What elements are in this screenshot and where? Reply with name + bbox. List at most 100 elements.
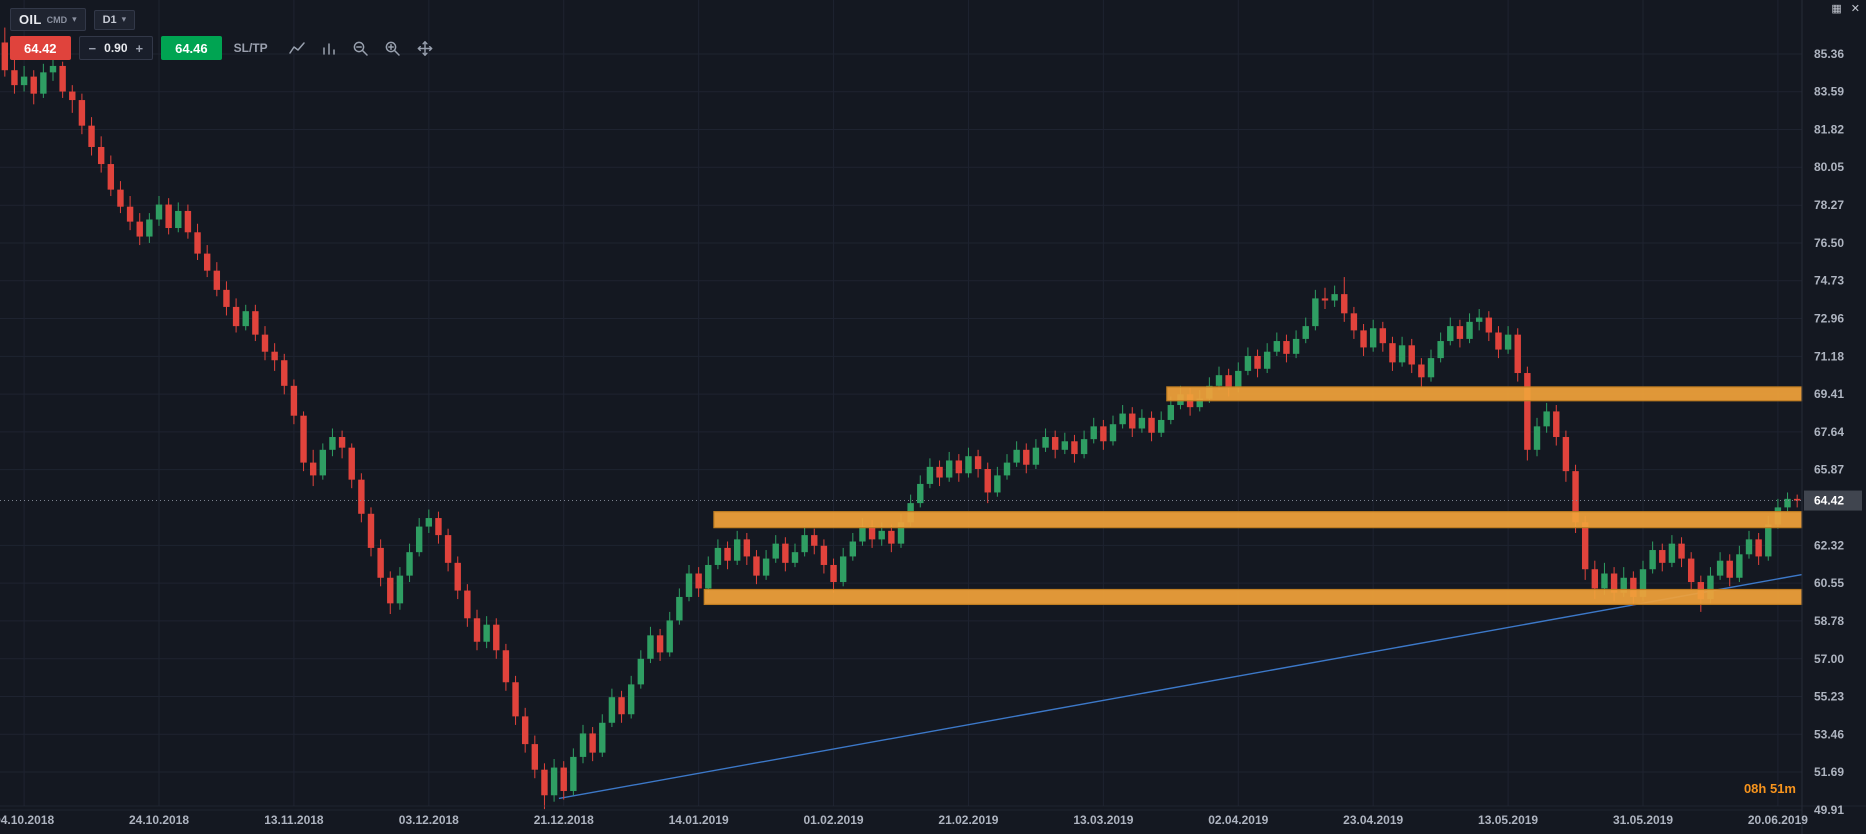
candle <box>897 522 905 544</box>
trendline[interactable] <box>558 573 1803 800</box>
crosshair-move-icon[interactable] <box>416 40 434 57</box>
candle <box>1437 341 1444 359</box>
candle <box>936 466 943 478</box>
zoom-out-icon[interactable] <box>352 40 370 57</box>
candle <box>531 744 539 770</box>
candle <box>252 311 259 335</box>
candle <box>1321 298 1329 301</box>
candle <box>1389 343 1396 363</box>
candle <box>888 530 895 544</box>
candle <box>570 756 577 792</box>
candle <box>1408 345 1415 365</box>
time-tick-label: 24.10.2018 <box>129 813 189 827</box>
candle <box>1418 364 1425 378</box>
instrument-symbol: OIL <box>19 12 42 27</box>
candle <box>801 535 808 553</box>
candle <box>1514 334 1521 374</box>
candle <box>155 204 163 220</box>
support-zone-lower[interactable] <box>703 588 1803 606</box>
volume-increase-button[interactable]: + <box>135 40 144 56</box>
candle <box>232 306 240 327</box>
instrument-selector[interactable]: OIL CMD ▾ <box>10 8 86 31</box>
session-countdown: 08h 51m <box>1743 781 1796 796</box>
volume-decrease-button[interactable]: − <box>88 40 97 56</box>
price-tick-label: 60.55 <box>1814 576 1844 590</box>
candle <box>1475 317 1483 322</box>
candle <box>695 573 702 589</box>
candle <box>348 447 355 480</box>
candle <box>1678 543 1685 559</box>
candle <box>1138 417 1146 429</box>
candle <box>666 620 673 653</box>
candle <box>1745 539 1753 555</box>
candle <box>1533 426 1541 450</box>
candle <box>1755 539 1762 557</box>
candle <box>1215 375 1223 386</box>
candle <box>1 42 9 71</box>
candle <box>1726 560 1733 578</box>
sell-button[interactable]: 64.42 <box>10 36 71 60</box>
timeframe-selector[interactable]: D1 ▾ <box>93 9 136 30</box>
candle <box>483 624 490 642</box>
candle <box>309 462 317 476</box>
candle <box>107 164 115 190</box>
candle <box>1765 524 1772 557</box>
candle <box>1273 341 1281 352</box>
candle <box>965 456 972 474</box>
close-icon[interactable]: ✕ <box>1850 3 1860 15</box>
candle <box>1244 355 1252 371</box>
candle <box>1543 411 1550 427</box>
candle <box>705 564 712 589</box>
candle <box>425 518 433 527</box>
candle <box>454 562 461 591</box>
candle <box>1225 375 1232 388</box>
window-controls: ▦ ✕ <box>1831 4 1860 15</box>
candle <box>1610 573 1618 593</box>
candle <box>1495 332 1502 350</box>
candle <box>242 311 249 327</box>
candle <box>1793 498 1801 501</box>
time-tick-label: 23.04.2019 <box>1343 813 1403 827</box>
indicators-icon[interactable] <box>320 40 338 57</box>
buy-button[interactable]: 64.46 <box>161 36 222 60</box>
grid-layout-icon[interactable]: ▦ <box>1831 3 1842 15</box>
candle <box>1331 294 1338 301</box>
candle <box>618 697 625 715</box>
trendline-tool-icon[interactable] <box>288 40 306 57</box>
candle <box>753 556 760 576</box>
sltp-button[interactable]: SL/TP <box>233 41 268 55</box>
candle <box>714 547 722 565</box>
candle <box>1524 373 1531 450</box>
time-axis[interactable]: 04.10.2018 24.10.2018 13.11.2018 03.12.2018… <box>0 813 1808 827</box>
candle <box>435 518 442 536</box>
candle <box>974 456 982 470</box>
time-tick-label: 21.02.2019 <box>938 813 998 827</box>
price-tick-label: 57.00 <box>1814 652 1844 666</box>
candle <box>117 189 124 207</box>
candle <box>444 535 452 563</box>
candle <box>656 635 664 653</box>
price-tick-label: 76.50 <box>1814 236 1844 250</box>
time-tick-label: 03.12.2018 <box>399 813 459 827</box>
zoom-in-icon[interactable] <box>384 40 402 57</box>
candles-layer <box>1 27 1801 810</box>
candle <box>11 70 18 86</box>
price-axis[interactable]: 85.36 83.59 81.82 80.05 78.27 76.50 74.73 72.96… <box>1814 47 1844 817</box>
price-tick-label: 62.32 <box>1814 538 1844 552</box>
candle <box>1119 413 1126 425</box>
trade-toolbar: 64.42 − 0.90 + 64.46 SL/TP <box>10 36 434 60</box>
candle <box>1061 441 1069 450</box>
resistance-zone-upper[interactable] <box>1166 386 1803 402</box>
candle <box>772 543 779 559</box>
candle <box>811 535 818 546</box>
price-tick-label: 65.87 <box>1814 463 1844 477</box>
candle <box>49 65 57 73</box>
price-tick-label: 49.91 <box>1814 803 1844 817</box>
candle <box>194 232 201 254</box>
resistance-zone-middle[interactable] <box>713 511 1803 529</box>
candle <box>1668 543 1676 563</box>
price-tick-label: 81.82 <box>1814 122 1844 136</box>
candle <box>1263 351 1271 369</box>
time-tick-label: 21.12.2018 <box>534 813 594 827</box>
